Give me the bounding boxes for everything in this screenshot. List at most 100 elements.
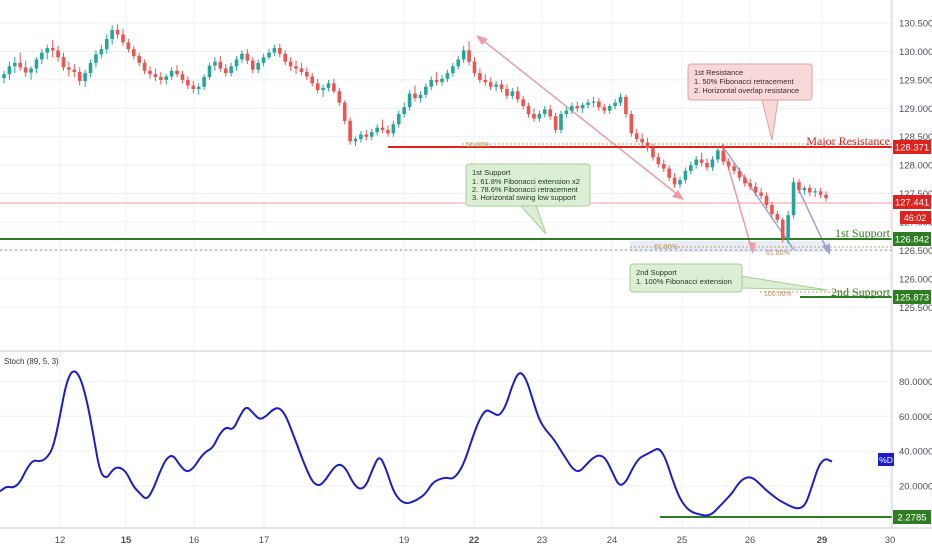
candle-body <box>494 84 498 87</box>
candle <box>802 185 807 195</box>
candle <box>88 59 93 78</box>
resistance-note-line-1: 1. 50% Fibonacci retracement <box>694 77 795 86</box>
candle-body <box>488 82 493 87</box>
candle-body <box>305 71 309 77</box>
candle-body <box>310 76 315 84</box>
candle <box>434 71 439 86</box>
candle-body <box>369 132 374 137</box>
candle <box>488 77 493 91</box>
candle-body <box>180 74 185 80</box>
candle-body <box>591 101 596 103</box>
candle <box>56 45 60 62</box>
candle-body <box>478 73 482 80</box>
candle <box>418 91 423 103</box>
current-price-tag <box>893 195 931 209</box>
candle <box>245 49 250 64</box>
fibonacci-drawings <box>0 35 892 293</box>
candle <box>267 49 271 60</box>
candle-body <box>483 79 488 83</box>
candle-body <box>602 107 607 111</box>
candle-body <box>115 29 120 35</box>
candle-body <box>126 42 131 50</box>
candle-body <box>515 91 520 100</box>
candle-body <box>207 65 212 78</box>
candle-body <box>88 62 93 74</box>
candle <box>759 187 763 200</box>
candle-body <box>45 48 50 53</box>
candle-body <box>261 57 266 63</box>
candle <box>159 71 163 85</box>
candle-body <box>716 150 720 160</box>
candle <box>678 176 682 188</box>
stoch-axis[interactable]: 80.0000 60.0000 40.0000 20.0000 <box>899 377 932 493</box>
stoch-series-tag-label: %D <box>879 455 893 465</box>
candle <box>169 67 174 80</box>
candle-body <box>321 87 325 91</box>
candle-body <box>348 120 352 142</box>
trend-arrowhead-2-end <box>748 242 756 254</box>
candle <box>45 44 50 60</box>
candle <box>380 119 385 134</box>
candle <box>67 61 71 77</box>
candle-body <box>753 186 758 193</box>
candle-body <box>396 114 401 125</box>
candle-body <box>661 164 666 169</box>
candle-body <box>13 62 17 67</box>
stoch-tick-label: 60.0000 <box>899 412 932 423</box>
support2-note-box <box>629 263 743 293</box>
candle-body <box>407 93 412 108</box>
candle-body <box>721 150 726 162</box>
candle <box>721 143 726 166</box>
candle-body <box>548 109 552 117</box>
candle-body <box>813 191 817 193</box>
candle <box>288 57 293 71</box>
candle-body <box>537 114 542 119</box>
candle <box>121 28 125 46</box>
candle <box>597 98 601 111</box>
candle <box>294 60 298 75</box>
time-tick-label: 17 <box>259 535 270 546</box>
time-axis[interactable]: 12 15 16 17 19 22 23 24 25 26 29 30 <box>55 535 896 546</box>
candle <box>559 110 563 134</box>
candle-body <box>775 214 780 220</box>
candle <box>23 60 28 78</box>
candle <box>7 61 12 80</box>
candle-body <box>245 53 250 61</box>
candle <box>424 83 428 99</box>
candle-body <box>159 77 163 80</box>
candle-body <box>564 110 569 115</box>
candle-body <box>726 161 731 167</box>
candle <box>321 84 325 97</box>
candle-body <box>689 165 693 171</box>
candle-body <box>472 61 477 74</box>
candle-body <box>288 61 293 67</box>
candle <box>348 117 352 145</box>
candle-body <box>391 124 396 134</box>
candle-body <box>142 62 147 71</box>
candle <box>83 69 87 87</box>
candle <box>153 68 158 82</box>
candle-body <box>364 134 369 137</box>
candle <box>402 102 406 118</box>
candle-body <box>250 60 255 70</box>
candle-body <box>737 170 742 178</box>
candle-body <box>148 70 152 75</box>
candle <box>451 62 455 77</box>
candle <box>797 178 801 194</box>
candle <box>175 65 179 78</box>
candle <box>34 57 39 74</box>
candle-body <box>196 86 201 90</box>
candle <box>164 74 169 85</box>
candle-body <box>467 50 471 62</box>
candle <box>651 143 655 161</box>
stoch-indicator-label[interactable]: Stoch (89, 5, 3) <box>4 357 59 366</box>
first-support-price-tag <box>893 232 931 246</box>
candle-body <box>110 29 114 39</box>
candle-body <box>61 57 66 68</box>
candle <box>813 187 817 197</box>
candle <box>29 66 33 80</box>
candle <box>94 50 98 68</box>
candle-body <box>429 79 434 87</box>
fib-label-61-8-a: 61.80% <box>654 244 678 251</box>
